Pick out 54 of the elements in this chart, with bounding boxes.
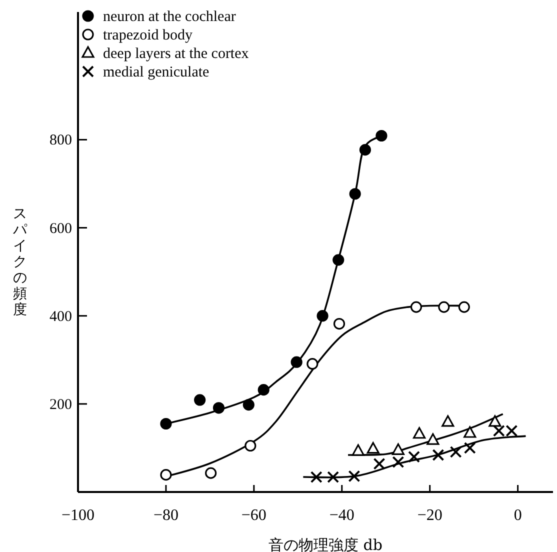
point [412,427,426,439]
xlabel: 音の物理強度 db [268,536,382,552]
point [327,471,340,484]
point [450,446,462,458]
ylabel: スパイクの頻度 [13,206,27,318]
point [410,301,422,313]
point [426,433,440,445]
point [212,402,225,414]
point [160,418,172,430]
point [458,301,470,313]
xtick: −60 [241,507,266,524]
legend-label: medial geniculate [103,64,210,80]
ytick: 400 [50,308,72,325]
point [160,469,172,481]
point [316,310,328,322]
point [366,442,380,454]
point [352,444,364,456]
point [392,443,404,455]
xtick: −80 [153,507,178,524]
point [438,301,450,313]
xtick: −100 [61,507,95,524]
point [488,415,502,427]
point [432,449,444,462]
ytick: 600 [50,220,72,237]
legend-label: neuron at the cochlear [103,9,236,25]
point [333,318,346,330]
point [242,399,254,411]
legend-label: trapezoid body [103,28,193,44]
point [464,442,476,454]
point [376,130,388,142]
point [258,384,270,396]
point [194,394,206,406]
point [408,450,420,463]
point [205,467,217,479]
point [349,188,361,200]
ytick: 800 [50,132,72,149]
point [332,254,344,266]
point [492,424,505,437]
point [464,426,476,438]
xtick: 0 [514,507,522,524]
point [359,144,371,156]
legend-label: deep layers at the cortex [103,46,249,62]
point [348,470,360,482]
point [310,471,322,484]
point [373,458,386,470]
point [306,358,318,370]
xtick: −40 [329,507,354,524]
point [290,356,302,368]
point [244,440,256,452]
xtick: −20 [417,507,442,524]
point [506,424,518,437]
ytick: 200 [50,396,72,413]
point [392,456,404,468]
point [442,415,454,427]
